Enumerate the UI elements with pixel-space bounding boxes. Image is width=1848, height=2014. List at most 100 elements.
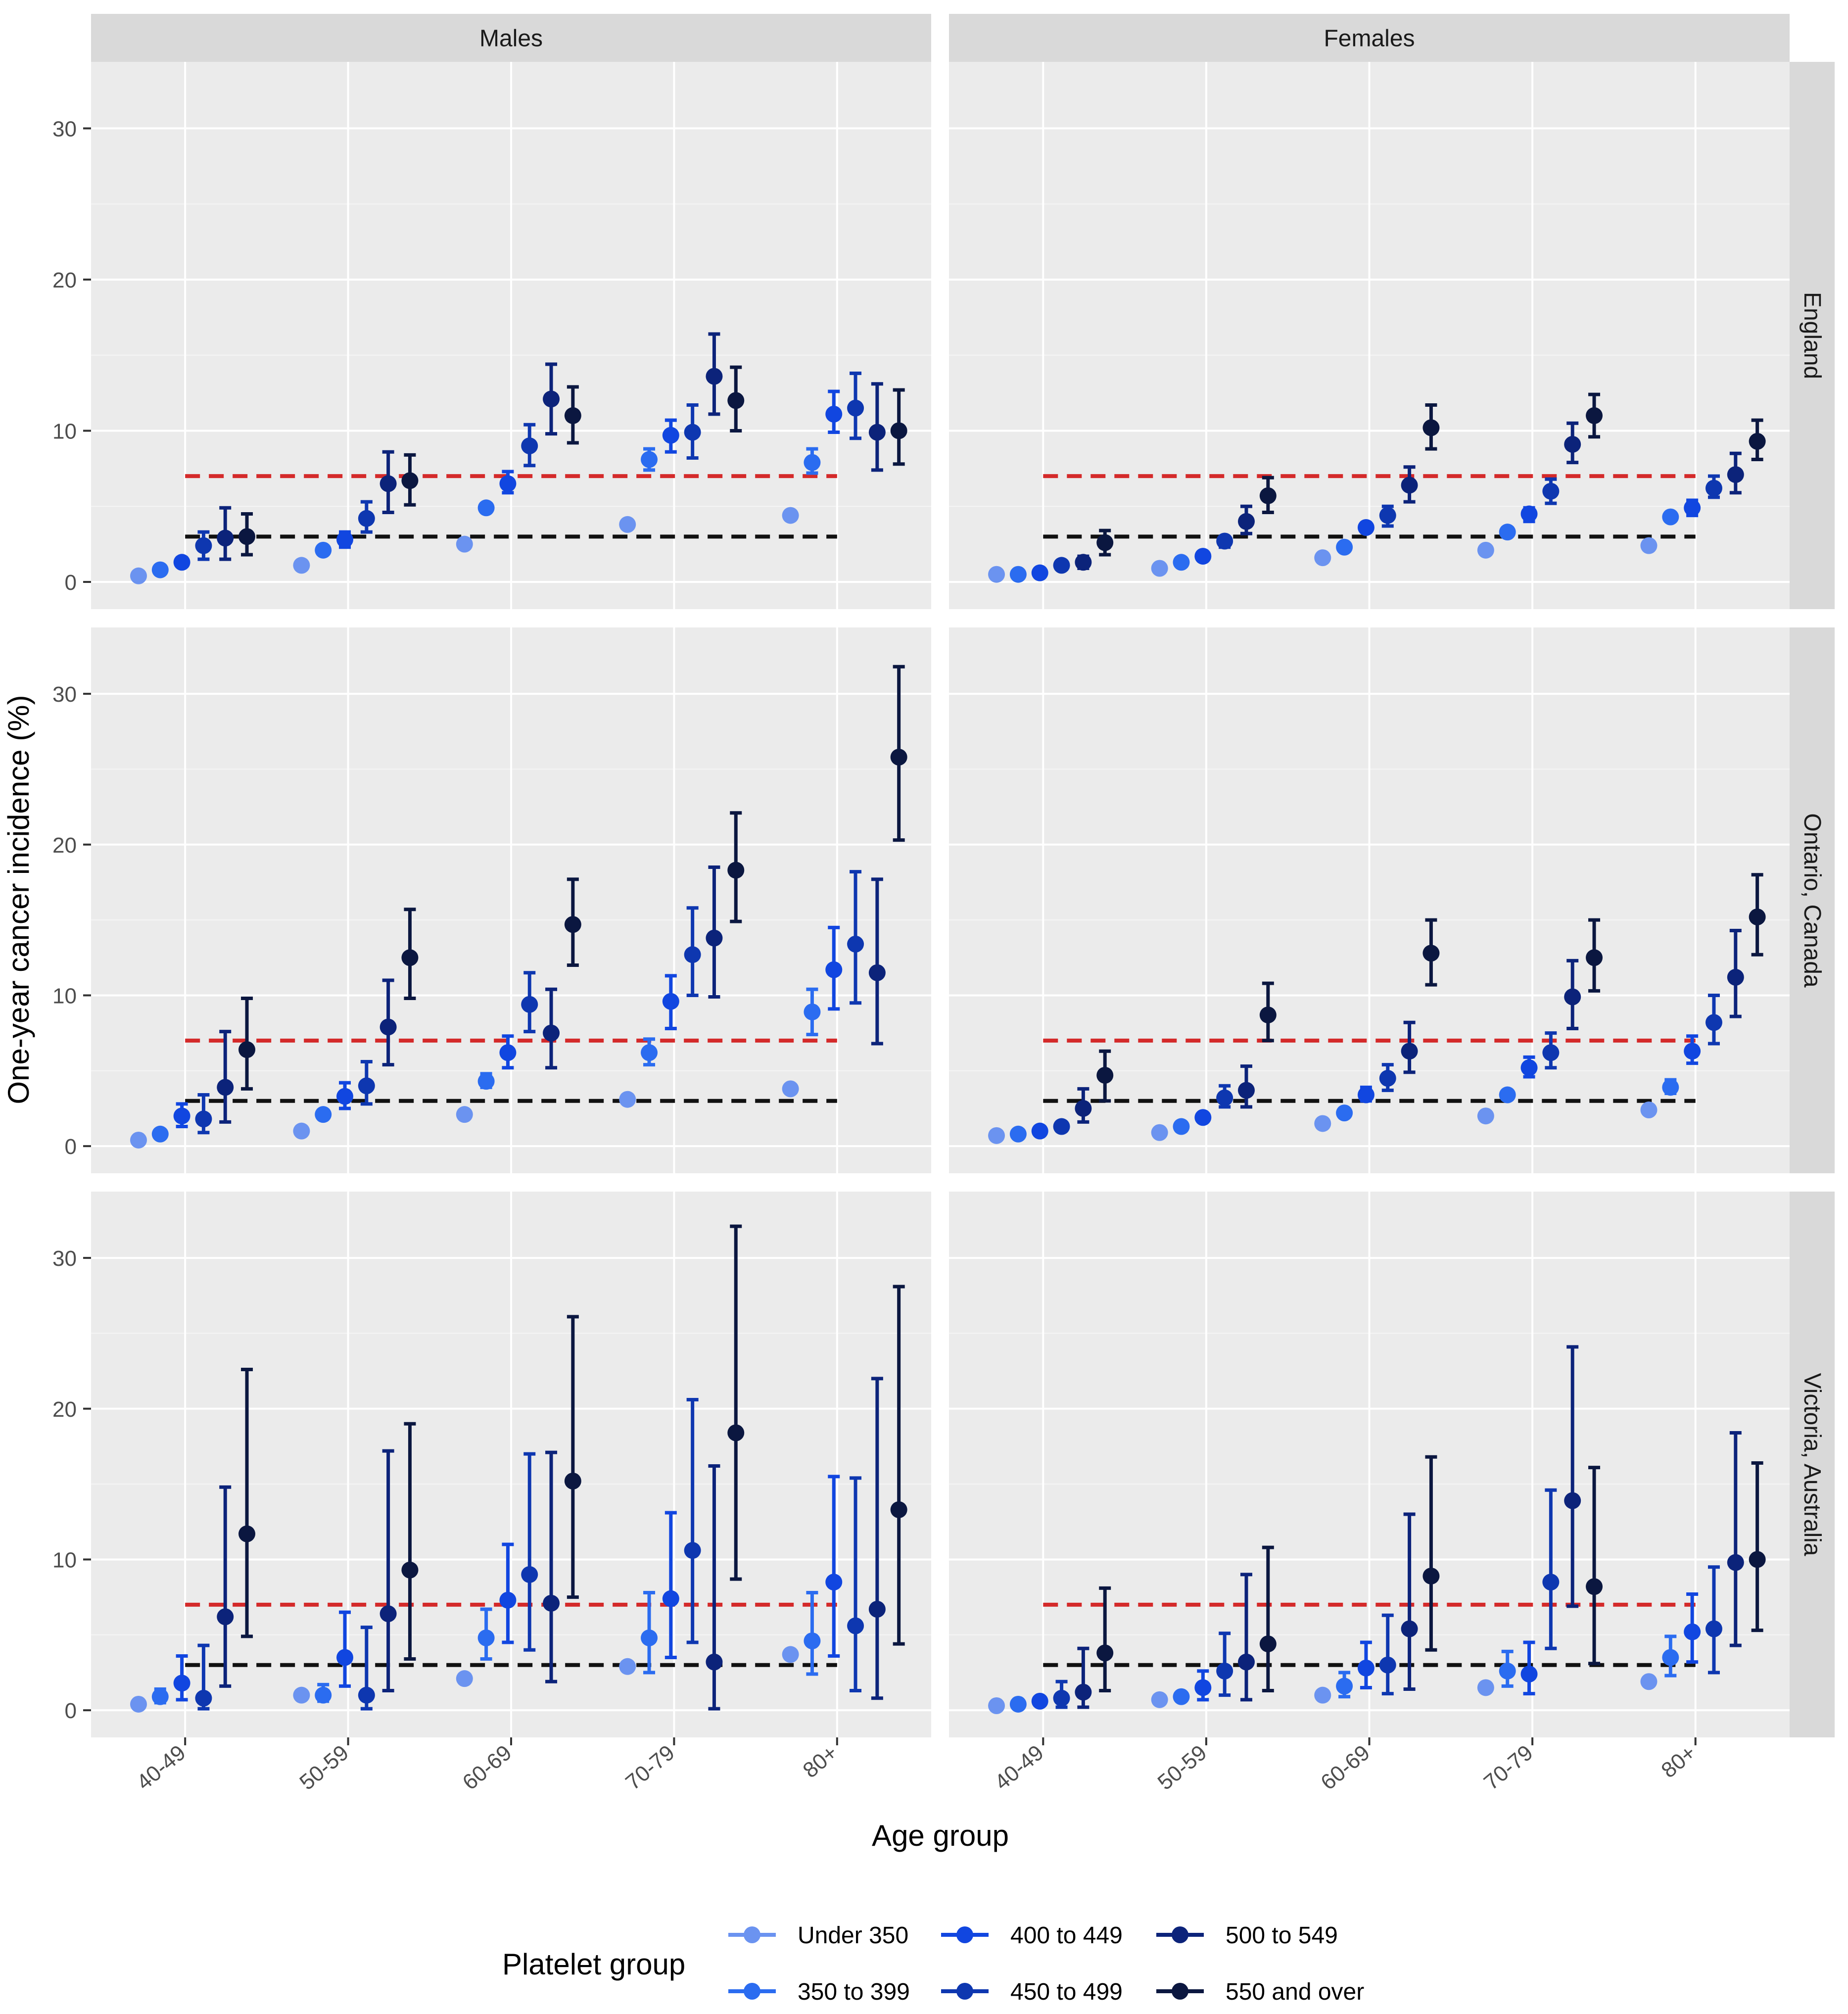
- data-point: [662, 993, 679, 1010]
- data-point: [336, 1088, 354, 1105]
- legend-label: 450 to 499: [1010, 1979, 1123, 2005]
- data-point: [1237, 513, 1255, 530]
- data-point: [1586, 1578, 1603, 1595]
- data-point: [499, 1044, 517, 1061]
- data-point: [890, 1501, 907, 1518]
- data-point: [293, 1122, 310, 1140]
- data-point: [619, 1658, 636, 1675]
- data-point: [641, 451, 658, 468]
- y-tick-label: 30: [52, 1247, 77, 1271]
- data-point: [641, 1629, 658, 1646]
- data-point: [1422, 419, 1440, 436]
- data-point: [379, 1605, 397, 1623]
- data-point: [868, 964, 886, 981]
- data-point: [456, 1106, 473, 1123]
- panel-males-1: [91, 627, 931, 1173]
- data-point: [1259, 1007, 1277, 1024]
- data-point: [641, 1044, 658, 1061]
- data-point: [130, 1695, 147, 1713]
- data-point: [1096, 1644, 1114, 1662]
- legend-key-point: [744, 1983, 760, 2000]
- data-point: [195, 537, 212, 554]
- row-strip: [1790, 62, 1835, 609]
- data-point: [1237, 1082, 1255, 1099]
- data-point: [1314, 1686, 1331, 1704]
- data-point: [151, 561, 169, 578]
- data-point: [151, 1125, 169, 1143]
- data-point: [564, 1473, 581, 1490]
- data-point: [477, 499, 495, 517]
- x-tick-label: 50-59: [295, 1740, 353, 1795]
- data-point: [1564, 1492, 1581, 1509]
- data-point: [1705, 1014, 1722, 1031]
- data-point: [782, 507, 799, 524]
- data-point: [521, 1566, 538, 1583]
- data-point: [1520, 505, 1538, 523]
- data-point: [1173, 1688, 1190, 1705]
- data-point: [173, 1675, 190, 1692]
- legend-label: Under 350: [798, 1922, 908, 1949]
- data-point: [1727, 1554, 1744, 1571]
- y-axis-title: One-year cancer incidence (%): [2, 695, 35, 1104]
- data-point: [662, 427, 679, 444]
- data-point: [727, 392, 745, 409]
- data-point: [804, 1003, 821, 1020]
- data-point: [1336, 538, 1353, 556]
- data-point: [1662, 1649, 1679, 1666]
- data-point: [1151, 1124, 1168, 1141]
- data-point: [1173, 1118, 1190, 1135]
- data-point: [804, 1632, 821, 1649]
- data-point: [1173, 554, 1190, 571]
- data-point: [1379, 1656, 1396, 1674]
- column-strip: [949, 14, 1790, 62]
- x-tick-label: 40-49: [990, 1740, 1048, 1795]
- data-point: [1259, 487, 1277, 504]
- data-point: [151, 1688, 169, 1705]
- data-point: [564, 407, 581, 424]
- data-point: [1684, 1623, 1701, 1640]
- data-point: [1640, 537, 1658, 554]
- data-point: [1499, 524, 1516, 541]
- x-tick-label: 60-69: [1316, 1740, 1374, 1795]
- data-point: [217, 529, 234, 547]
- x-tick-label: 80+: [799, 1740, 843, 1783]
- data-point: [1216, 1089, 1233, 1106]
- data-point: [1216, 1662, 1233, 1679]
- data-point: [1542, 482, 1560, 500]
- data-point: [238, 1041, 256, 1058]
- panel-females-2: [949, 1192, 1790, 1737]
- data-point: [130, 1131, 147, 1149]
- data-point: [401, 1561, 419, 1579]
- data-point: [130, 567, 147, 584]
- data-point: [1336, 1104, 1353, 1122]
- data-point: [315, 1686, 332, 1704]
- data-point: [706, 1653, 723, 1671]
- y-tick-label: 20: [52, 1397, 77, 1422]
- y-tick-label: 10: [52, 984, 77, 1008]
- data-point: [1477, 1679, 1494, 1696]
- data-point: [1401, 1043, 1418, 1060]
- data-point: [1422, 945, 1440, 962]
- y-tick-label: 10: [52, 419, 77, 443]
- data-point: [890, 749, 907, 766]
- data-point: [1401, 477, 1418, 494]
- data-point: [782, 1646, 799, 1663]
- data-point: [727, 862, 745, 879]
- data-point: [1259, 1635, 1277, 1653]
- data-point: [782, 1080, 799, 1098]
- data-point: [1151, 560, 1168, 577]
- data-point: [379, 475, 397, 492]
- column-strip-label: Males: [479, 26, 543, 52]
- data-point: [358, 510, 375, 527]
- data-point: [1053, 1118, 1070, 1135]
- y-tick-label: 0: [65, 1135, 77, 1159]
- data-point: [1499, 1662, 1516, 1679]
- data-point: [684, 946, 701, 963]
- data-point: [1096, 534, 1114, 551]
- data-point: [521, 437, 538, 455]
- data-point: [1727, 968, 1744, 986]
- data-point: [1586, 949, 1603, 966]
- row-strip-label: Ontario, Canada: [1799, 813, 1825, 988]
- data-point: [499, 1591, 517, 1609]
